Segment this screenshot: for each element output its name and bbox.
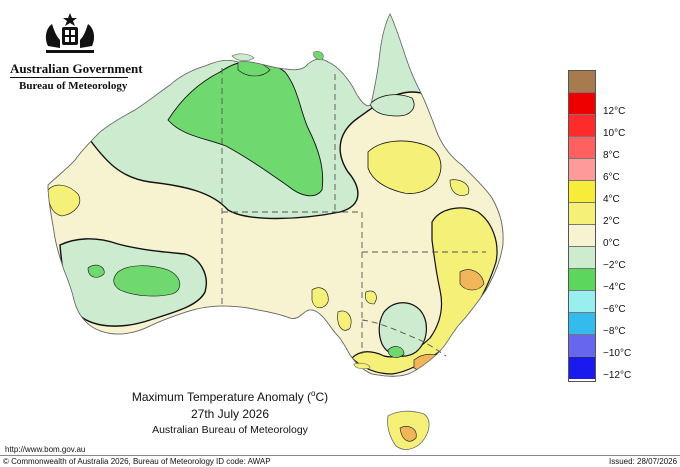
legend-label: 4°C	[603, 194, 620, 205]
legend-label: 0°C	[603, 238, 620, 249]
groote-island	[313, 51, 324, 61]
anomaly-region-west-coast-cold	[87, 264, 105, 278]
map-date: 27th July 2026	[190, 407, 270, 421]
footer-divider	[0, 455, 680, 456]
id-code: ID code: AWAP	[216, 457, 271, 466]
anomaly-region-sa-warm-3	[364, 290, 377, 305]
legend-swatch	[569, 313, 595, 335]
anomaly-region-murray-cold	[387, 346, 405, 358]
legend-swatch	[569, 115, 595, 137]
anomaly-region-west-coast-warm	[48, 184, 81, 217]
anomaly-region-queensland-coast-warm	[449, 179, 470, 196]
color-legend	[568, 70, 596, 382]
anomaly-region-cape-york	[369, 94, 415, 117]
state-borders	[221, 68, 486, 357]
anomaly-region-tasmania-hot	[399, 426, 417, 442]
map-title-block: Maximum Temperature Anomaly (oC) 27th Ju…	[90, 389, 370, 436]
legend-swatch	[569, 247, 595, 269]
legend-label: −2°C	[603, 260, 626, 271]
anomaly-region-sa-warm-2	[337, 310, 352, 331]
anomaly-region-east-coast-warm	[351, 207, 498, 375]
legend-label: −8°C	[603, 326, 626, 337]
issued-date: Issued: 28/07/2026	[609, 457, 678, 466]
legend-label: −6°C	[603, 304, 626, 315]
legend-label: −4°C	[603, 282, 626, 293]
anomaly-region-murray-cool	[378, 302, 427, 357]
legend-swatch	[569, 225, 595, 247]
legend-swatch	[569, 159, 595, 181]
legend-swatch	[569, 137, 595, 159]
copyright-text: © Commonwealth of Australia 2026, Bureau…	[3, 457, 214, 466]
anomaly-region-queensland-warm	[367, 140, 442, 194]
legend-label: 12°C	[603, 106, 626, 117]
map-source: Australian Bureau of Meteorology	[152, 424, 308, 436]
map-title: Maximum Temperature Anomaly (oC)	[131, 389, 329, 404]
legend-swatch	[569, 335, 595, 357]
anomaly-region-southeast-hot	[413, 353, 447, 372]
coat-of-arms-icon	[45, 13, 95, 53]
legend-swatch	[569, 181, 595, 203]
legend-label: 10°C	[603, 128, 626, 139]
coastline	[47, 13, 504, 377]
government-name: Australian Government	[10, 61, 143, 76]
legend-swatch	[569, 269, 595, 291]
legend-swatch	[569, 291, 595, 313]
legend-label: 8°C	[603, 150, 620, 161]
bureau-name: Bureau of Meteorology	[19, 80, 128, 92]
legend-swatch	[569, 71, 595, 93]
anomaly-region-north-cold	[167, 60, 324, 197]
legend-swatch	[569, 203, 595, 225]
header-divider	[10, 77, 128, 78]
legend-label: 6°C	[603, 172, 620, 183]
anomaly-region-sa-warm-1	[311, 287, 329, 309]
anomaly-region-southwest-cold	[113, 265, 181, 297]
legend-label: 2°C	[603, 216, 620, 227]
anomaly-region-east-coast-hot	[459, 269, 485, 291]
legend-label: −12°C	[603, 370, 632, 381]
legend-swatch	[569, 357, 595, 379]
melville-island	[231, 53, 255, 62]
legend-label: −10°C	[603, 348, 632, 359]
kangaroo-island	[353, 362, 371, 370]
bom-website-link[interactable]: http://www.bom.gov.au	[5, 445, 86, 454]
legend-swatch	[569, 93, 595, 115]
